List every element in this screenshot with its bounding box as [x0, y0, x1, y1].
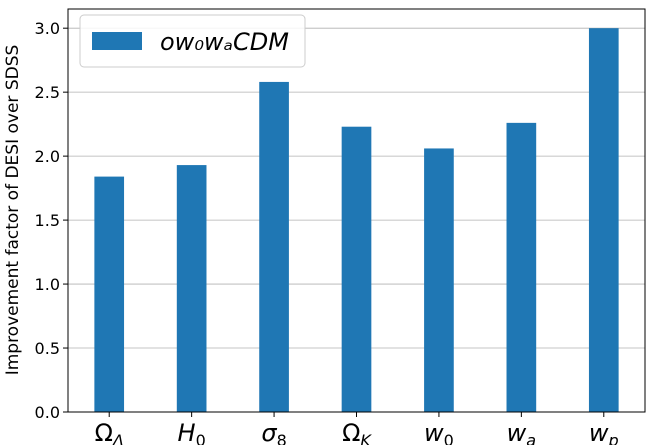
bar [176, 165, 207, 412]
legend: ow₀wₐCDM [79, 14, 306, 68]
x-tick-label: w0 [424, 419, 454, 445]
axes-frame [67, 8, 646, 413]
x-tick-label: ΩK [342, 419, 372, 445]
bar [588, 28, 619, 412]
y-axis-label: Improvement factor of DESI over SDSS [3, 45, 23, 376]
legend-label: ow₀wₐCDM [160, 28, 289, 56]
x-tick-label: H0 [178, 419, 206, 445]
bar [94, 176, 125, 412]
y-tick-label: 0.0 [35, 403, 60, 422]
bar [506, 122, 537, 412]
x-tick-label: σ8 [261, 419, 286, 445]
x-tick-label: wp [589, 419, 619, 445]
y-tick-label: 3.0 [35, 19, 60, 38]
legend-swatch [92, 32, 142, 50]
y-tick-label: 0.5 [35, 339, 60, 358]
y-tick-label: 2.0 [35, 147, 60, 166]
x-tick-label: wa [507, 419, 536, 445]
bar [341, 126, 372, 412]
y-tick-label: 1.5 [35, 211, 60, 230]
bar [424, 148, 454, 412]
legend-frame [79, 14, 306, 68]
x-tick-label: ΩΛ [95, 419, 124, 445]
bar [259, 81, 289, 412]
y-tick-label: 1.0 [35, 275, 60, 294]
y-tick-label: 2.5 [35, 83, 60, 102]
